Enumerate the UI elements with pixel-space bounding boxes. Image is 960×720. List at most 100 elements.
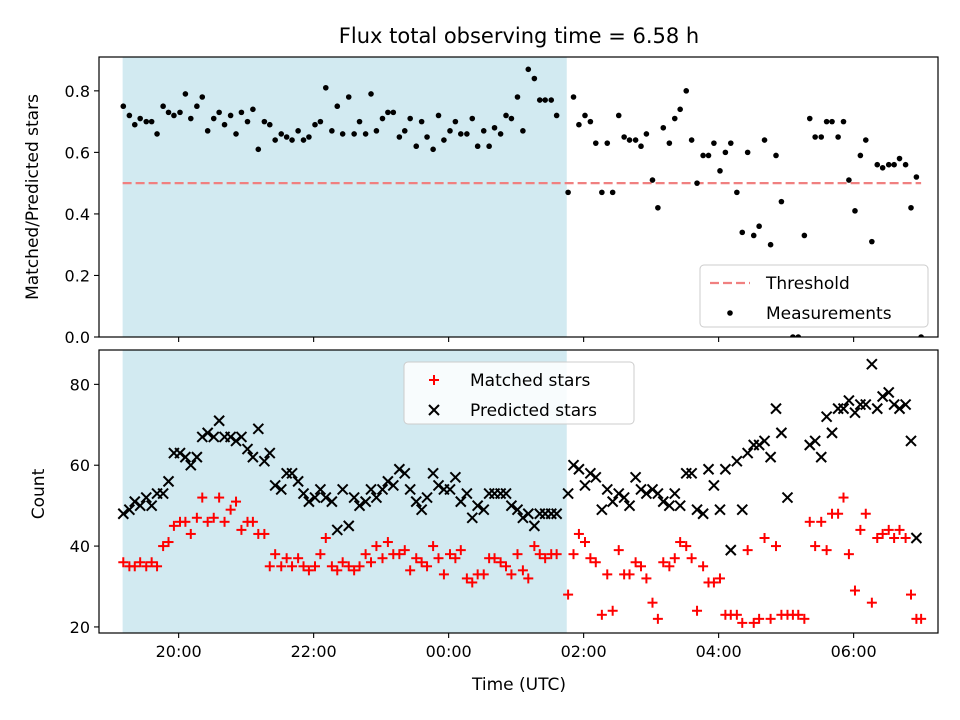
predicted-stars-point xyxy=(741,447,754,459)
matched-stars-point xyxy=(146,557,157,568)
predicted-stars-point xyxy=(697,508,709,520)
matched-stars-point xyxy=(714,573,725,584)
measurements-point xyxy=(767,241,774,248)
measurements-point xyxy=(727,140,734,146)
predicted-stars-point xyxy=(725,544,737,556)
predicted-stars-point-d2 xyxy=(370,491,383,504)
predicted-stars-point-d2 xyxy=(292,475,304,488)
matched-stars-point xyxy=(900,532,911,543)
predicted-stars-point xyxy=(415,503,428,516)
measurements-point xyxy=(778,198,785,205)
predicted-stars-point-d2 xyxy=(708,479,720,492)
measurements-point xyxy=(379,115,386,122)
measurements-point xyxy=(137,115,143,122)
matched-stars-point xyxy=(816,516,827,527)
predicted-stars-point-d2 xyxy=(185,459,197,471)
predicted-stars-point-d2 xyxy=(117,508,130,520)
matched-stars-point xyxy=(540,553,551,564)
predicted-stars-point xyxy=(528,520,541,532)
measurements-point xyxy=(677,106,683,113)
x-tick-label: 06:00 xyxy=(831,642,877,661)
predicted-stars-point-d2 xyxy=(269,479,281,492)
predicted-stars-point-d2 xyxy=(213,415,225,427)
predicted-stars-point-d2 xyxy=(623,499,636,512)
matched-stars-point xyxy=(247,516,258,527)
predicted-stars-point-d2 xyxy=(685,467,698,480)
predicted-stars-point xyxy=(247,451,259,463)
matched-stars-point xyxy=(568,549,579,560)
predicted-stars-point-d2 xyxy=(674,499,686,512)
predicted-stars-point xyxy=(590,471,602,484)
measurements-point xyxy=(306,134,312,140)
predicted-stars-legend-swatch xyxy=(428,404,440,416)
predicted-stars-point xyxy=(269,479,281,492)
measurements-point xyxy=(160,103,166,110)
predicted-stars-point xyxy=(815,451,827,463)
matched-stars-point xyxy=(219,516,230,527)
predicted-stars-point-d2 xyxy=(179,451,192,463)
matched-stars-point xyxy=(236,524,247,535)
predicted-stars-point xyxy=(758,435,771,447)
matched-stars-point xyxy=(270,549,281,560)
matched-stars-point xyxy=(686,553,697,564)
predicted-stars-point-d2 xyxy=(764,451,777,463)
predicted-stars-point xyxy=(657,495,669,508)
predicted-stars-point-d2 xyxy=(629,471,642,484)
predicted-stars-point-d2 xyxy=(275,483,287,496)
matched-stars-point xyxy=(315,549,326,560)
matched-stars-point xyxy=(208,512,219,523)
predicted-stars-point-d2 xyxy=(522,508,534,520)
predicted-stars-point-d2 xyxy=(725,544,737,556)
predicted-stars-point-d2 xyxy=(157,487,169,500)
measurements-point xyxy=(250,106,256,113)
predicted-stars-point-d2 xyxy=(579,479,591,492)
predicted-stars-point-d2 xyxy=(573,463,585,475)
predicted-stars-point-d2 xyxy=(286,467,298,480)
predicted-stars-point-d2 xyxy=(404,483,416,496)
top-panel-legend: Threshold Measurements xyxy=(699,264,929,328)
measurements-point xyxy=(604,140,611,146)
matched-stars-point xyxy=(877,528,888,539)
measurements-point xyxy=(700,152,706,159)
predicted-stars-point xyxy=(714,503,726,516)
measurements-point xyxy=(542,97,548,103)
matched-stars-point xyxy=(276,561,287,572)
matched-stars-point xyxy=(467,577,478,588)
matched-stars-point xyxy=(118,557,129,568)
measurements-point xyxy=(835,134,841,140)
bottom-panel-y-tick-label: 40 xyxy=(70,537,90,556)
predicted-stars-point xyxy=(292,475,304,488)
measurements-point xyxy=(322,84,329,91)
measurements-point xyxy=(688,137,695,143)
predicted-stars-point xyxy=(461,487,473,500)
matched-stars-point xyxy=(337,557,348,568)
measurements-point xyxy=(329,128,335,134)
top-y-axis-label: Matched/Predicted stars xyxy=(23,94,43,300)
measurements-point xyxy=(717,168,723,174)
matched-stars-point xyxy=(382,537,393,548)
measurements-point xyxy=(177,109,183,116)
predicted-stars-point xyxy=(876,390,889,403)
predicted-stars-point-d2 xyxy=(466,512,478,524)
predicted-stars-point-d2 xyxy=(741,447,754,459)
predicted-stars-point xyxy=(387,479,399,492)
predicted-stars-point xyxy=(893,402,906,415)
measurements-point xyxy=(424,134,430,140)
measurements-point xyxy=(261,118,268,125)
matched-stars-point xyxy=(158,541,169,552)
predicted-stars-point xyxy=(731,455,743,467)
predicted-stars-point-d2 xyxy=(511,503,524,516)
matched-stars-point xyxy=(585,553,596,564)
measurements-point xyxy=(790,334,796,337)
predicted-stars-point-d2 xyxy=(336,483,349,496)
measurements-point xyxy=(795,334,802,337)
matched-stars-point xyxy=(512,549,523,560)
measurements-point xyxy=(339,131,346,137)
matched-stars-point xyxy=(360,549,371,560)
matched-stars-point xyxy=(669,553,680,564)
predicted-stars-point xyxy=(404,483,416,496)
matched-stars-point xyxy=(422,561,433,572)
measurements-point xyxy=(143,118,150,125)
matched-stars-point xyxy=(293,553,304,564)
predicted-stars-point xyxy=(596,503,608,516)
